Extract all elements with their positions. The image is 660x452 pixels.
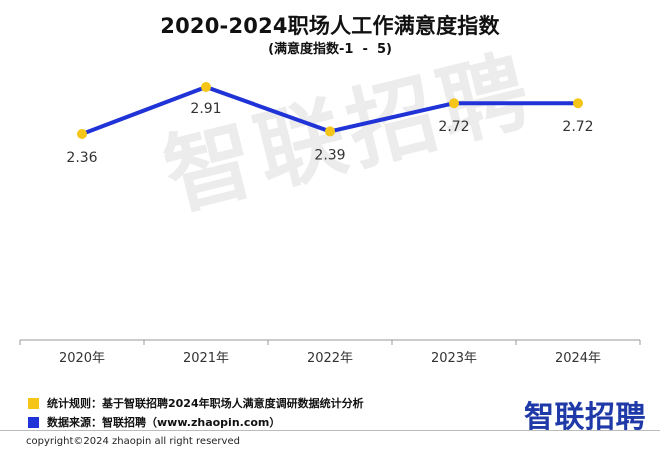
data-label: 2.91 [190,101,221,117]
x-tick-label: 2021年 [183,351,229,366]
chart-subtitle: (满意度指数-1 - 5) [268,42,392,57]
data-label: 2.72 [438,119,469,135]
legend-item-rule: 统计规则：基于智联招聘2024年职场人满意度调研数据统计分析 [28,395,364,411]
chart-title: 2020-2024职场人工作满意度指数 [160,14,500,38]
x-tick-label: 2023年 [431,351,477,366]
data-label: 2.36 [66,150,97,166]
x-tick-label: 2024年 [555,351,601,366]
marker-group [77,82,583,139]
data-label: 2.39 [314,147,345,163]
data-point-marker [325,126,335,137]
legend-label-rule: 统计规则：基于智联招聘2024年职场人满意度调研数据统计分析 [47,397,364,410]
data-point-marker [573,98,583,109]
data-point-marker [449,98,459,109]
x-axis: 2020年 2021年 2022年 2023年 2024年 [19,339,641,366]
brand-logo: 智联招聘 [524,400,646,435]
copyright-text: copyright©2024 zhaopin all right reserve… [26,436,240,447]
legend-item-source: 数据来源：智联招聘（www.zhaopin.com） [28,414,280,430]
data-label-group: 2.36 2.91 2.39 2.72 2.72 [66,101,593,166]
line-chart: 2020年 2021年 2022年 2023年 2024年 2.362.912.392.… [19,82,641,366]
data-label: 2.72 [562,119,593,135]
data-point-marker [201,82,211,92]
legend-label-source: 数据来源：智联招聘（www.zhaopin.com） [47,416,281,429]
data-point-marker [77,128,87,139]
x-tick-label: 2020年 [59,351,105,366]
legend-swatch-yellow [28,397,39,409]
x-tick-label: 2022年 [307,351,353,366]
footer-divider [0,430,660,431]
legend-swatch-blue [28,416,39,428]
